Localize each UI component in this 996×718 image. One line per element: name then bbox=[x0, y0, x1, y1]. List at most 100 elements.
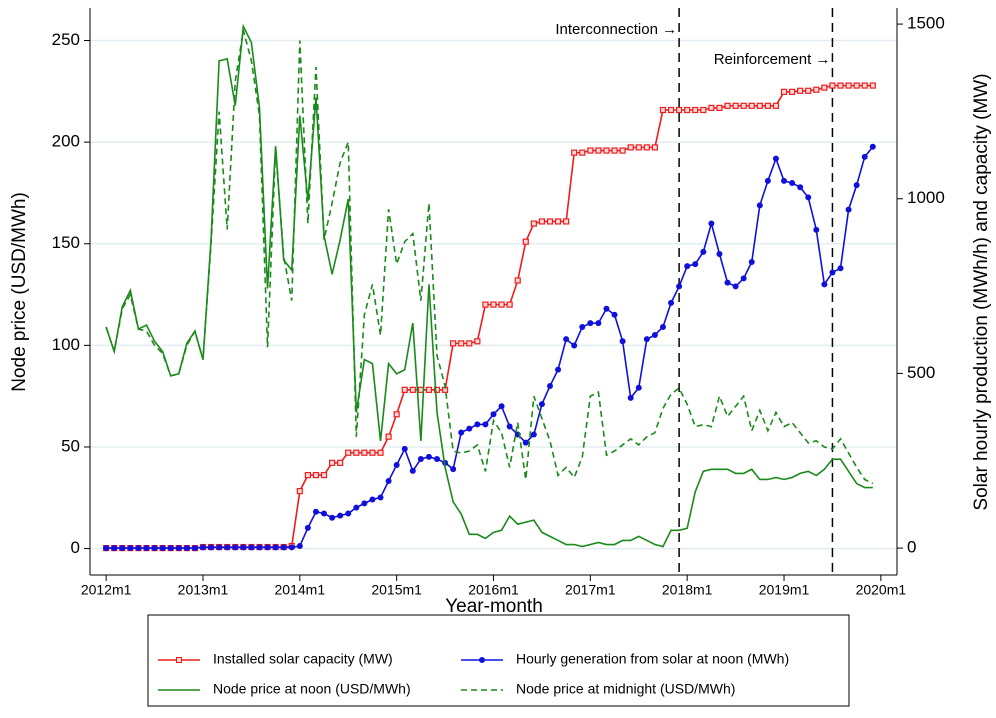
marker bbox=[603, 305, 610, 312]
x-tick-label: 2013m1 bbox=[178, 582, 229, 598]
marker bbox=[377, 449, 384, 456]
marker bbox=[183, 545, 190, 552]
marker bbox=[151, 545, 158, 552]
marker bbox=[861, 82, 868, 89]
marker bbox=[732, 283, 739, 290]
marker bbox=[199, 544, 206, 551]
marker bbox=[724, 279, 731, 286]
marker bbox=[175, 545, 182, 552]
marker bbox=[167, 545, 174, 552]
marker bbox=[684, 106, 691, 114]
legend-label: Node price at noon (USD/MWh) bbox=[213, 681, 411, 697]
marker bbox=[797, 87, 804, 94]
series-line bbox=[105, 30, 874, 485]
marker bbox=[490, 301, 497, 308]
marker bbox=[805, 194, 812, 201]
legend-label: Node price at midnight (USD/MWh) bbox=[516, 681, 735, 697]
marker bbox=[216, 544, 223, 551]
marker bbox=[296, 488, 303, 495]
marker bbox=[369, 449, 376, 456]
marker bbox=[781, 177, 788, 184]
marker bbox=[361, 449, 368, 456]
y2-tick-label: 1000 bbox=[907, 188, 945, 207]
marker bbox=[659, 106, 667, 114]
marker bbox=[837, 265, 844, 272]
marker bbox=[288, 544, 295, 551]
marker bbox=[321, 510, 328, 517]
marker bbox=[296, 543, 303, 550]
marker bbox=[337, 512, 344, 519]
marker bbox=[538, 401, 545, 408]
marker bbox=[498, 403, 505, 410]
marker bbox=[845, 206, 852, 213]
x-tick-label: 2015m1 bbox=[371, 582, 422, 598]
marker bbox=[458, 340, 465, 347]
marker bbox=[361, 500, 368, 507]
marker bbox=[240, 544, 247, 551]
marker bbox=[587, 147, 594, 154]
marker bbox=[191, 545, 198, 552]
y-tick-label: 150 bbox=[52, 233, 80, 252]
marker bbox=[837, 82, 844, 89]
legend-box bbox=[147, 614, 850, 707]
marker bbox=[716, 250, 723, 257]
marker bbox=[401, 445, 408, 452]
marker bbox=[482, 421, 489, 428]
y2-axis-title: Solar hourly production (MWh/h) and capa… bbox=[971, 73, 992, 510]
marker bbox=[611, 147, 618, 154]
marker bbox=[789, 180, 796, 187]
marker bbox=[869, 82, 876, 89]
marker bbox=[474, 421, 481, 428]
marker bbox=[667, 106, 675, 114]
marker bbox=[546, 383, 553, 389]
marker bbox=[611, 311, 618, 318]
marker bbox=[692, 106, 699, 114]
marker bbox=[643, 336, 650, 343]
x-tick-label: 2017m1 bbox=[565, 582, 616, 598]
marker bbox=[732, 102, 739, 109]
marker bbox=[474, 338, 481, 345]
marker bbox=[337, 459, 344, 466]
marker bbox=[692, 261, 699, 268]
marker bbox=[554, 218, 562, 225]
marker bbox=[514, 277, 521, 284]
marker bbox=[853, 182, 860, 189]
marker bbox=[555, 366, 562, 373]
annotation-text: Interconnection → bbox=[555, 21, 677, 38]
marker bbox=[159, 545, 166, 552]
marker bbox=[393, 411, 400, 418]
marker bbox=[676, 106, 683, 114]
marker bbox=[450, 466, 457, 473]
marker bbox=[748, 102, 755, 109]
marker bbox=[458, 429, 465, 436]
marker bbox=[280, 544, 287, 551]
y-tick-label: 100 bbox=[52, 335, 80, 354]
marker bbox=[522, 439, 529, 446]
y2-tick-label: 0 bbox=[907, 538, 916, 557]
marker bbox=[329, 459, 336, 466]
marker bbox=[119, 545, 126, 552]
marker bbox=[232, 544, 239, 551]
marker bbox=[272, 544, 279, 551]
marker bbox=[127, 545, 134, 552]
x-tick-label: 2020m1 bbox=[856, 582, 907, 598]
marker bbox=[425, 453, 432, 460]
marker bbox=[619, 338, 626, 345]
marker bbox=[756, 102, 763, 109]
marker bbox=[619, 147, 626, 154]
marker bbox=[256, 544, 263, 551]
marker bbox=[676, 283, 683, 290]
marker bbox=[409, 386, 416, 393]
marker bbox=[772, 155, 779, 162]
marker bbox=[627, 394, 634, 401]
marker bbox=[546, 218, 554, 225]
marker bbox=[312, 508, 319, 515]
marker bbox=[563, 218, 570, 225]
marker bbox=[369, 496, 376, 503]
marker bbox=[345, 510, 352, 517]
marker bbox=[708, 104, 715, 112]
marker bbox=[353, 504, 360, 511]
marker bbox=[845, 82, 852, 89]
